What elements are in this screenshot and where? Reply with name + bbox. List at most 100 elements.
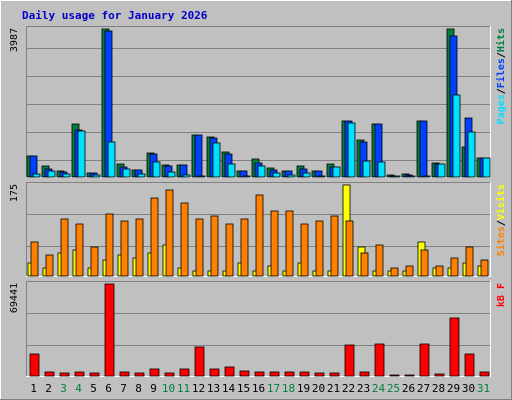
bar-pages-day-29: [452, 94, 461, 178]
bar-kb-f-day-17: [269, 371, 280, 377]
bar-sites-day-1: [30, 241, 39, 277]
bar-sites-day-31: [480, 259, 489, 277]
plot-area: [26, 281, 491, 377]
bar-pages-day-2: [47, 170, 56, 178]
bar-pages-day-13: [212, 142, 221, 178]
bar-pages-day-25: [392, 175, 401, 178]
day-label: 23: [357, 382, 370, 395]
bar-kb-f-day-23: [359, 371, 370, 377]
bar-pages-day-24: [377, 161, 386, 178]
day-label: 4: [75, 382, 82, 395]
bar-sites-day-19: [300, 223, 309, 277]
bar-pages-day-20: [317, 175, 326, 178]
bar-pages-day-22: [347, 122, 356, 178]
day-label: 5: [90, 382, 97, 395]
bar-sites-day-21: [330, 215, 339, 277]
series-legend: Pages/Files/Hits: [495, 28, 507, 124]
bar-sites-day-24: [375, 244, 384, 277]
bar-pages-day-27: [422, 175, 431, 178]
bar-files-day-12: [194, 134, 203, 178]
bar-pages-day-23: [362, 160, 371, 178]
bar-sites-day-25: [390, 267, 399, 277]
day-label: 24: [372, 382, 386, 395]
bar-kb-f-day-24: [374, 343, 385, 377]
bar-sites-day-11: [180, 202, 189, 277]
bar-kb-f-day-2: [44, 371, 55, 377]
kbytes-panel: 69441 kB F: [9, 281, 507, 377]
bar-sites-day-2: [45, 254, 54, 277]
bar-sites-day-10: [165, 189, 174, 277]
bar-sites-day-8: [135, 218, 144, 277]
bar-sites-day-30: [465, 246, 474, 277]
bar-pages-day-11: [182, 174, 191, 178]
day-label: 25: [387, 382, 400, 395]
bar-kb-f-day-12: [194, 346, 205, 377]
bar-kb-f-day-20: [314, 372, 325, 377]
bar-kb-f-day-21: [329, 372, 340, 377]
bar-kb-f-day-29: [449, 317, 460, 377]
bar-sites-day-14: [225, 223, 234, 277]
day-label: 11: [177, 382, 190, 395]
bar-kb-f-day-13: [209, 368, 220, 377]
bar-pages-day-5: [92, 174, 101, 178]
day-axis-labels: 1 2 3 4 5 6 7 8 9 10 11 12 13 14 15 16 17 18 19 20 21 22 23 24 2…: [30, 382, 490, 395]
bar-kb-f-day-19: [299, 371, 310, 377]
bar-pages-day-12: [197, 175, 206, 178]
bar-pages-day-16: [257, 165, 266, 178]
day-label: 31: [477, 382, 490, 395]
bar-kb-f-day-6: [104, 283, 115, 377]
day-label: 9: [150, 382, 157, 395]
day-label: 17: [267, 382, 280, 395]
bar-pages-day-10: [167, 171, 176, 178]
bar-pages-day-26: [407, 175, 416, 178]
bar-kb-f-day-30: [464, 353, 475, 377]
bar-pages-day-6: [107, 141, 116, 178]
day-label: 2: [45, 382, 52, 395]
bar-sites-day-12: [195, 218, 204, 277]
day-label: 21: [327, 382, 340, 395]
bar-kb-f-day-10: [164, 372, 175, 377]
bar-kb-f-day-14: [224, 366, 235, 377]
bar-sites-day-13: [210, 215, 219, 277]
day-label: 28: [432, 382, 445, 395]
bar-sites-day-20: [315, 220, 324, 277]
day-label: 26: [402, 382, 415, 395]
bar-kb-f-day-11: [179, 368, 190, 377]
bar-pages-day-28: [437, 163, 446, 178]
bar-kb-f-day-31: [479, 371, 490, 377]
bar-pages-day-1: [32, 173, 41, 178]
bar-sites-day-9: [150, 197, 159, 277]
bar-sites-day-16: [255, 194, 264, 277]
bar-kb-f-day-3: [59, 372, 70, 377]
day-label: 15: [237, 382, 250, 395]
bar-sites-day-28: [435, 265, 444, 277]
bar-sites-day-15: [240, 218, 249, 277]
bar-pages-day-19: [302, 172, 311, 178]
bar-pages-day-14: [227, 163, 236, 178]
series-legend: Sites/Visits: [495, 184, 507, 256]
day-label: 6: [105, 382, 112, 395]
bar-sites-day-18: [285, 210, 294, 277]
day-label: 14: [222, 382, 236, 395]
day-label: 10: [162, 382, 175, 395]
bar-kb-f-day-1: [29, 353, 40, 377]
bar-kb-f-day-4: [74, 371, 85, 377]
bar-pages-day-21: [332, 166, 341, 178]
bar-pages-day-18: [287, 174, 296, 178]
day-label: 16: [252, 382, 265, 395]
bar-kb-f-day-15: [239, 370, 250, 377]
bar-sites-day-29: [450, 257, 459, 277]
bar-kb-f-day-9: [149, 368, 160, 377]
bar-pages-day-8: [137, 173, 146, 178]
day-label: 30: [462, 382, 475, 395]
max-value-label: 69441: [9, 283, 20, 313]
bar-sites-day-23: [360, 252, 369, 277]
bar-pages-day-3: [62, 173, 71, 178]
day-label: 29: [447, 382, 460, 395]
bar-sites-day-17: [270, 210, 279, 277]
chart-title: Daily usage for January 2026: [22, 9, 208, 22]
day-label: 7: [120, 382, 127, 395]
day-label: 22: [342, 382, 355, 395]
bar-pages-day-9: [152, 161, 161, 178]
